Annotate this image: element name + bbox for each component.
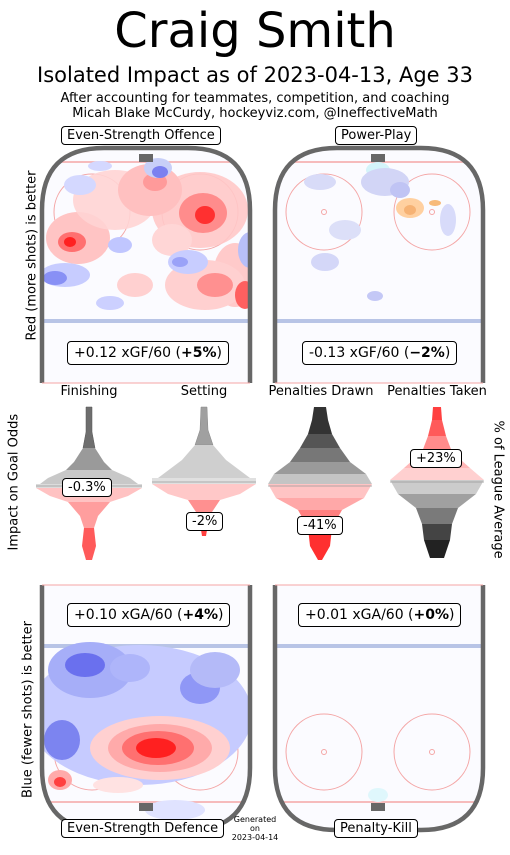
annotation-power-play: -0.13 xGF/60 (−2%) xyxy=(302,341,458,365)
axis-label-top-left: Red (more shots) is better xyxy=(24,170,40,341)
annotation-penalty-kill: +0.01 xGA/60 (+0%) xyxy=(298,603,462,627)
credit-line-1: After accounting for teammates, competit… xyxy=(60,91,450,106)
heatmap-power-play xyxy=(275,161,483,323)
generated-line-1: Generated xyxy=(233,815,277,824)
panel-title-es-defence: Even-Strength Defence xyxy=(61,819,225,838)
panel-title-es-offence: Even-Strength Offence xyxy=(61,126,221,145)
heatmap-es-defence xyxy=(42,642,250,820)
violin-value-setting: -2% xyxy=(186,512,224,531)
violin-header-finishing: Finishing xyxy=(60,384,118,399)
panel-title-penalty-kill: Penalty-Kill xyxy=(334,819,418,838)
credits: After accounting for teammates, competit… xyxy=(0,91,510,121)
annotation-es-defence-value: +0.10 xGA/60 ( xyxy=(74,607,183,623)
annotation-es-offence-pct: +5% xyxy=(180,345,217,361)
violin-penalties-taken xyxy=(390,407,484,558)
annotation-es-offence-value: +0.12 xGF/60 ( xyxy=(74,345,181,361)
annotation-es-defence-pct: +4% xyxy=(182,607,219,623)
annotation-es-defence-close: ) xyxy=(218,607,224,623)
panel-title-power-play: Power-Play xyxy=(335,126,418,145)
annotation-power-play-close: ) xyxy=(444,345,451,361)
generated-line-3: 2023-04-14 xyxy=(231,833,279,842)
axis-label-bottom-left: Blue (fewer shots) is better xyxy=(20,621,36,798)
violin-header-setting: Setting xyxy=(180,384,228,399)
credit-line-2: Micah Blake McCurdy, hockeyviz.com, @Ine… xyxy=(72,106,438,121)
page-title: Craig Smith xyxy=(114,3,396,59)
annotation-penalty-kill-value: +0.01 xGA/60 ( xyxy=(305,607,414,623)
violin-penalties-drawn xyxy=(268,407,372,560)
violin-value-penalties-taken: +23% xyxy=(410,449,462,468)
heatmap-es-offence xyxy=(42,158,250,323)
annotation-penalty-kill-pct: +0% xyxy=(413,607,450,623)
violin-header-penalties-taken: Penalties Taken xyxy=(387,384,487,399)
violin-value-penalties-drawn: -41% xyxy=(297,516,343,535)
generated-stamp: Generated on 2023-04-14 xyxy=(226,815,284,842)
annotation-power-play-value: -0.13 xGF/60 ( xyxy=(309,345,410,361)
axis-label-middle-right: % of League Average xyxy=(490,420,506,559)
annotation-es-offence: +0.12 xGF/60 (+5%) xyxy=(67,341,229,365)
violin-value-finishing: -0.3% xyxy=(62,478,112,497)
annotation-es-defence: +0.10 xGA/60 (+4%) xyxy=(67,603,231,627)
annotation-es-offence-close: ) xyxy=(216,345,222,361)
heatmap-penalty-kill xyxy=(275,644,483,803)
axis-label-middle-left: Impact on Goal Odds xyxy=(6,413,22,551)
annotation-penalty-kill-close: ) xyxy=(449,607,455,623)
rink-es-defence xyxy=(39,584,253,833)
page-subtitle: Isolated Impact as of 2023-04-13, Age 33 xyxy=(37,63,473,87)
generated-line-2: on xyxy=(250,824,260,833)
annotation-power-play-pct: −2% xyxy=(409,345,445,361)
violin-header-penalties-drawn: Penalties Drawn xyxy=(268,384,374,399)
